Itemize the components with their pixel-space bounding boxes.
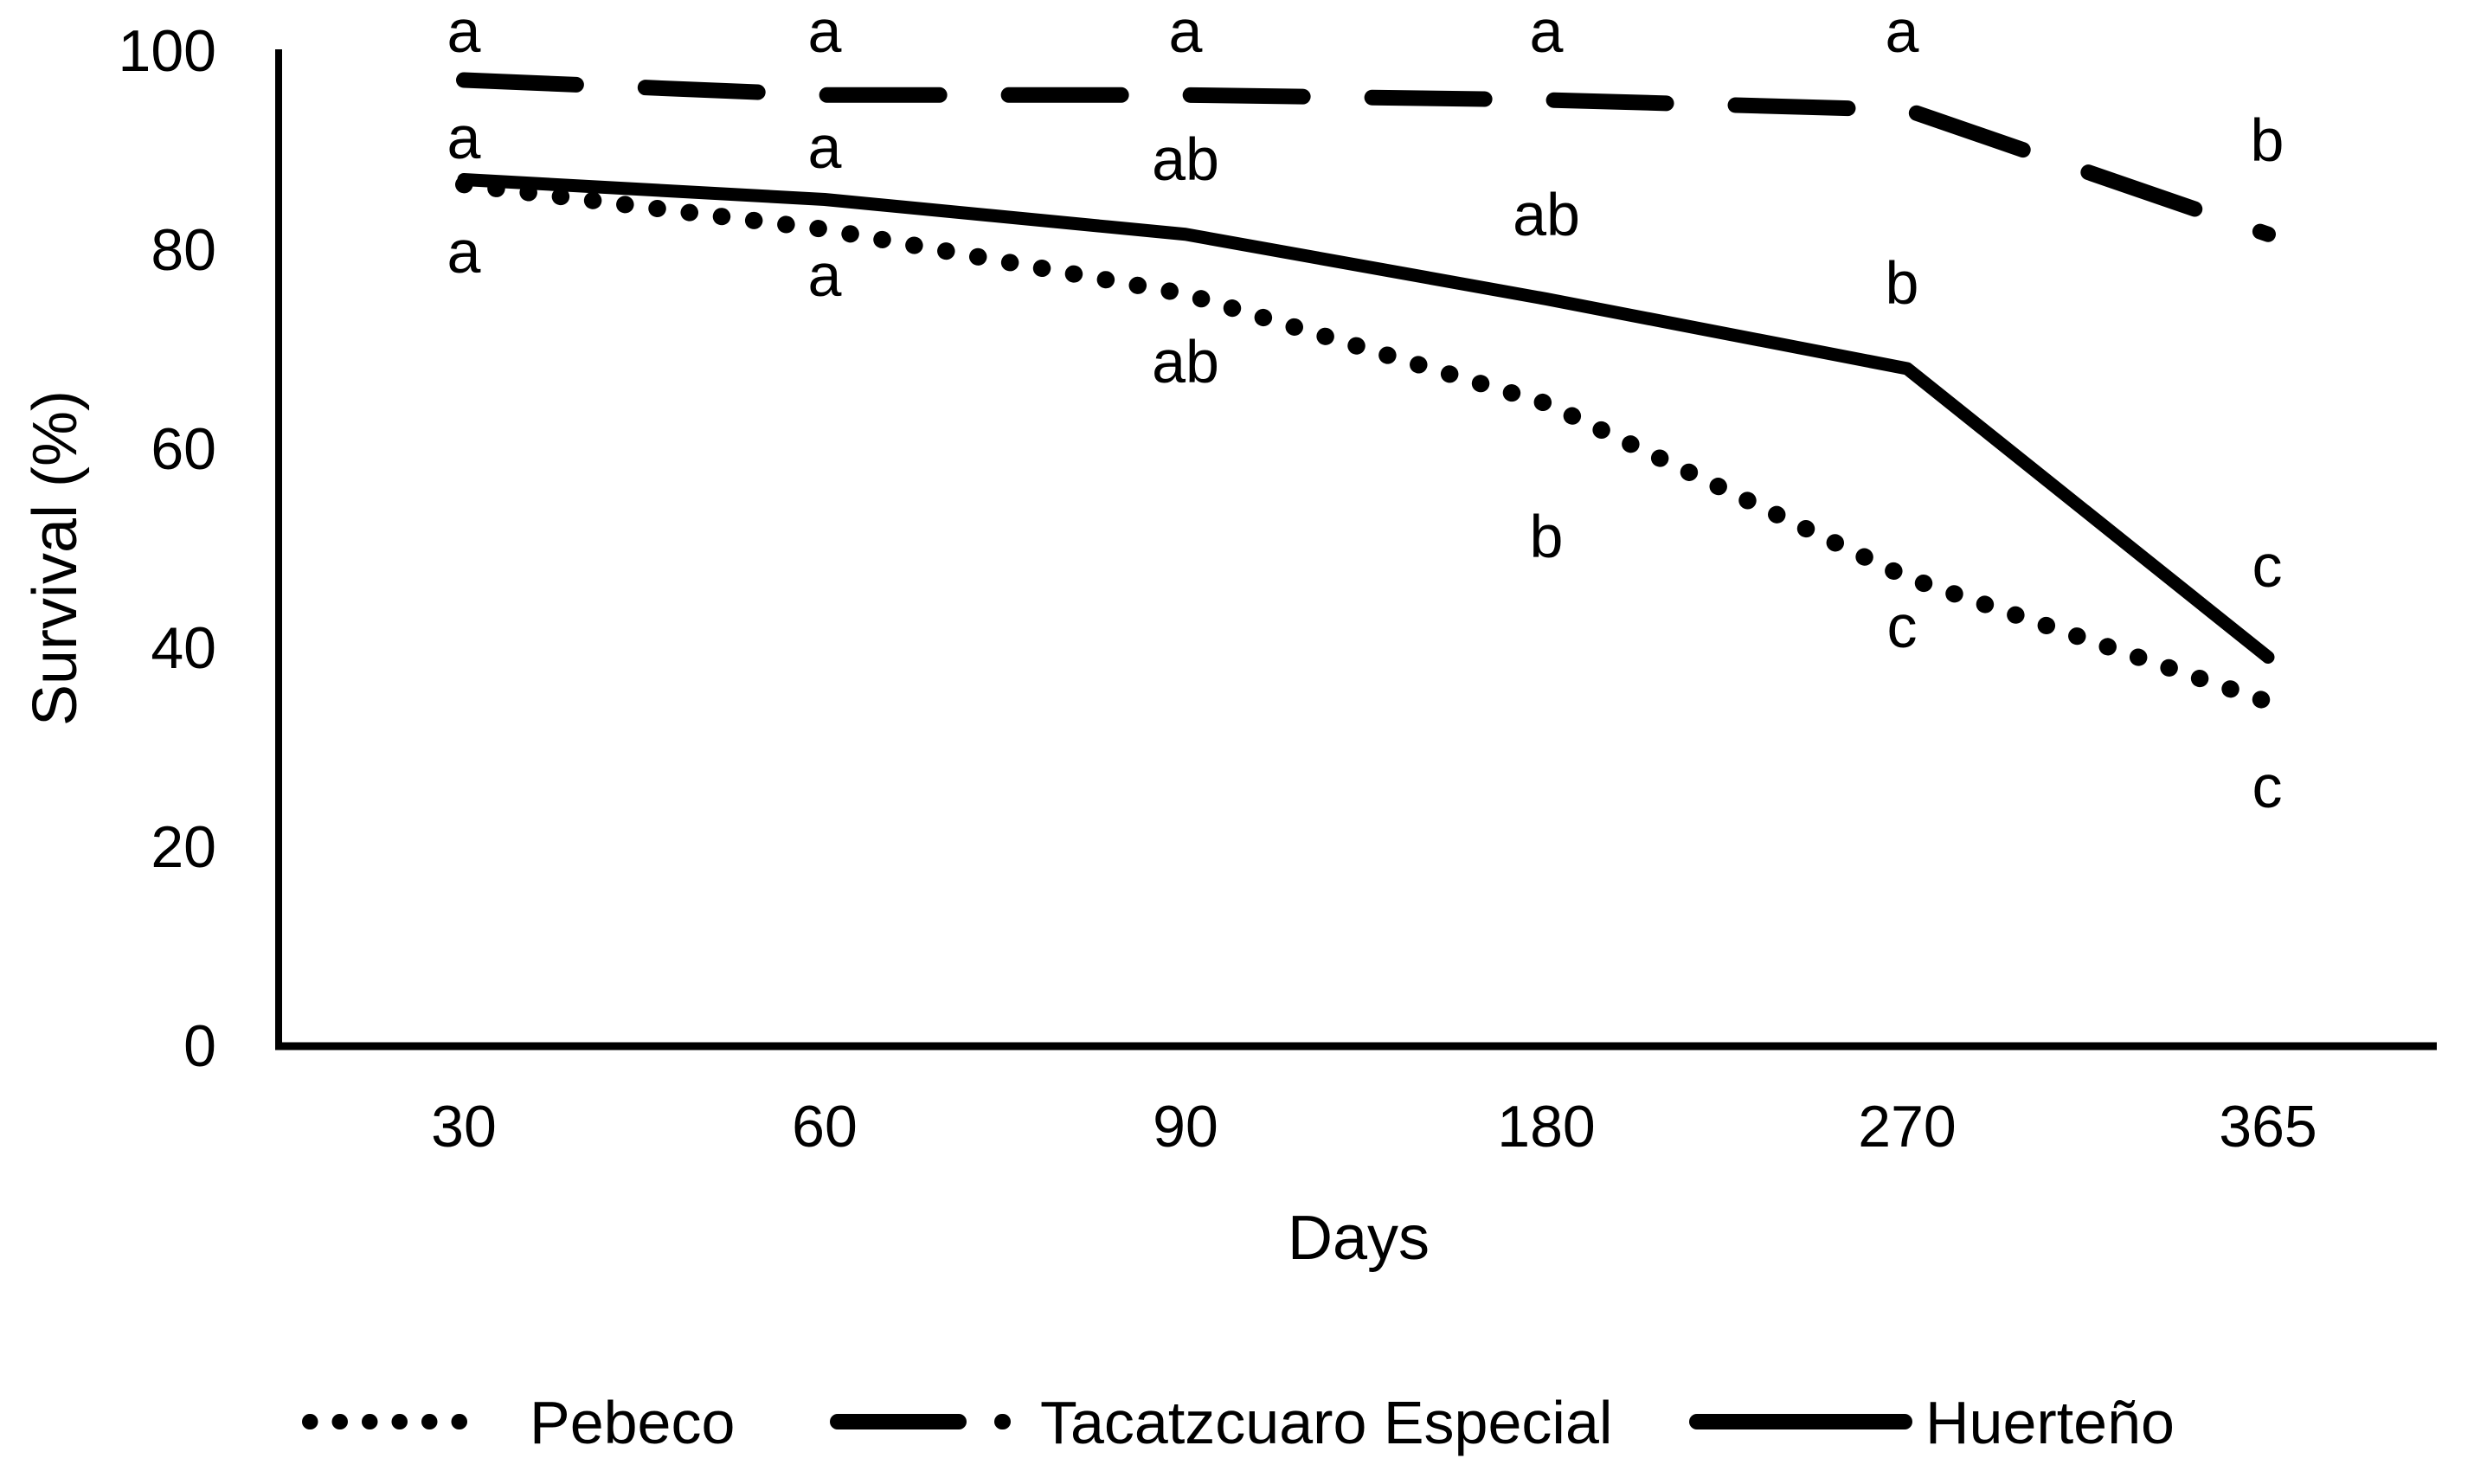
x-axis-tick-label: 365 bbox=[2219, 1094, 2317, 1160]
significance-letter: a bbox=[808, 0, 842, 65]
y-axis-tick-label: 0 bbox=[183, 1013, 216, 1079]
y-axis-tick-label: 80 bbox=[151, 217, 216, 283]
significance-letter: b bbox=[2251, 106, 2284, 174]
y-axis-tick-label: 40 bbox=[151, 615, 216, 681]
significance-letter: a bbox=[447, 104, 481, 171]
significance-letter: c bbox=[2252, 532, 2283, 600]
legend-label: Tacatzcuaro Especial bbox=[1040, 1389, 1612, 1456]
significance-letter: c bbox=[2252, 753, 2283, 820]
chart-legend: Pebeco Tacatzcuaro Especial Huerteño bbox=[302, 1389, 2175, 1456]
x-axis-tick-label: 60 bbox=[792, 1094, 858, 1160]
legend-label: Huerteño bbox=[1925, 1389, 2175, 1456]
x-axis-tick-label: 90 bbox=[1153, 1094, 1218, 1160]
significance-letter: a bbox=[808, 241, 842, 309]
significance-letter: a bbox=[447, 0, 481, 65]
significance-letter: a bbox=[808, 113, 842, 181]
legend-label: Pebeco bbox=[530, 1389, 735, 1456]
y-axis-tick-label: 100 bbox=[119, 18, 216, 84]
y-axis-tick-label: 60 bbox=[151, 416, 216, 482]
x-axis-tick-label: 180 bbox=[1497, 1094, 1595, 1160]
significance-letter: a bbox=[1886, 0, 1919, 65]
series-lines bbox=[455, 72, 2277, 711]
y-axis-title: Survival (%) bbox=[21, 390, 90, 726]
significance-letter: ab bbox=[1152, 125, 1219, 193]
significance-letter: b bbox=[1530, 503, 1564, 570]
significance-letter: ab bbox=[1152, 328, 1219, 395]
significance-letter: b bbox=[1886, 249, 1919, 317]
significance-letter: a bbox=[447, 218, 481, 286]
x-axis-tick-label: 30 bbox=[431, 1094, 497, 1160]
significance-letter: c bbox=[1887, 593, 1918, 660]
significance-letter: a bbox=[1169, 0, 1203, 65]
x-axis-tick-label: 270 bbox=[1858, 1094, 1956, 1160]
y-axis-tick-labels: 0 20 40 60 80 100 bbox=[119, 18, 216, 1079]
x-axis-tick-labels: 30 60 90 180 270 365 bbox=[431, 1094, 2317, 1160]
y-axis-tick-label: 20 bbox=[151, 814, 216, 880]
x-axis-title: Days bbox=[1288, 1204, 1430, 1273]
series-line-solid bbox=[457, 173, 2275, 664]
significance-letter: ab bbox=[1513, 181, 1580, 248]
significance-letter: a bbox=[1530, 0, 1564, 65]
series-line-dashed bbox=[456, 72, 2276, 242]
